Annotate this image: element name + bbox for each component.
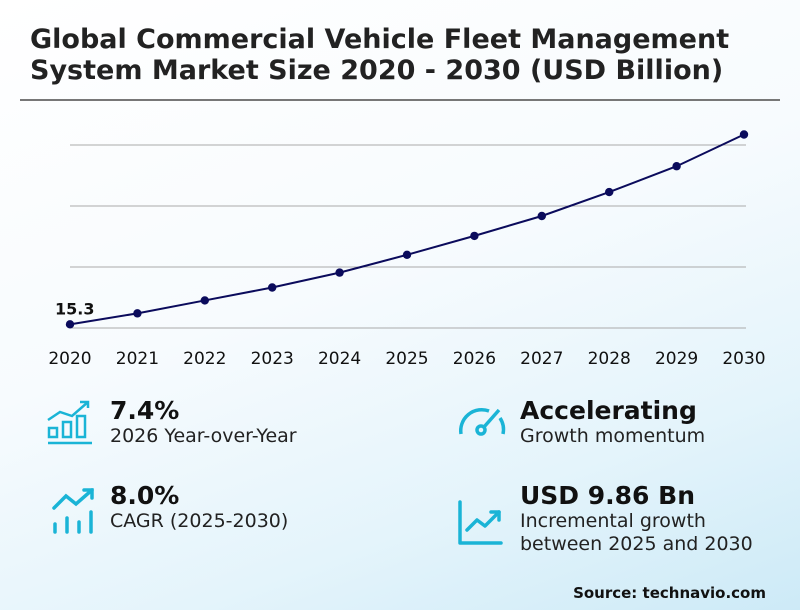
stat-value: 8.0% (110, 481, 180, 510)
data-point (537, 211, 546, 221)
data-point (605, 187, 614, 197)
x-tick-label: 2020 (48, 349, 91, 369)
data-point (402, 250, 412, 259)
stat-label: CAGR (2025-2030) (110, 510, 289, 532)
data-point (133, 309, 142, 318)
data-point (739, 130, 749, 139)
speedometer-icon (458, 407, 506, 436)
title-line-1: Global Commercial Vehicle Fleet Manageme… (30, 24, 730, 55)
x-tick-label: 2030 (722, 349, 765, 369)
x-tick-label: 2029 (655, 349, 698, 369)
data-point (470, 231, 479, 241)
line-chart-up-icon (458, 500, 503, 545)
bar-chart-growth-icon (47, 400, 92, 445)
stat-label: Growth momentum (520, 425, 706, 447)
x-tick-label: 2024 (318, 349, 361, 369)
x-tick-label: 2028 (588, 349, 631, 369)
stat-cagr: 8.0% CAGR (2025-2030) (110, 481, 288, 533)
stat-yoy: 7.4% 2026 Year-over-Year (110, 396, 297, 448)
x-tick-label: 2027 (520, 349, 563, 369)
data-point (672, 162, 681, 171)
stat-incremental: USD 9.86 Bn Incremental growth between 2… (520, 481, 753, 556)
chart-title: Global Commercial Vehicle Fleet Manageme… (30, 24, 729, 86)
stat-value: USD 9.86 Bn (520, 481, 695, 510)
title-line-2: System Market Size 2020 - 2030 (USD Bill… (30, 55, 724, 86)
trend-up-bars-icon (52, 488, 94, 534)
stat-label-line-2: between 2025 and 2030 (520, 533, 753, 555)
x-tick-label: 2022 (183, 349, 226, 369)
x-tick-label: 2026 (453, 349, 496, 369)
stat-label: 2026 Year-over-Year (110, 425, 297, 447)
x-tick-label: 2021 (116, 349, 159, 369)
line-chart: 2020 2021 2022 2023 2024 2025 2026 2027 2028 2029… (48, 130, 766, 369)
stat-value: Accelerating (520, 396, 697, 425)
title-divider (20, 99, 780, 101)
data-point (268, 283, 277, 292)
source-label: Source: technavio.com (573, 584, 766, 602)
series-line (69, 133, 745, 326)
x-tick-label: 2023 (251, 349, 294, 369)
data-point (335, 268, 344, 277)
x-tick-label: 2025 (385, 349, 428, 369)
data-point (200, 296, 209, 305)
stat-value: 7.4% (110, 396, 180, 425)
data-label: 15.3 (55, 299, 94, 318)
data-point (65, 320, 75, 329)
stat-label-line-1: Incremental growth (520, 510, 706, 532)
stat-momentum: Accelerating Growth momentum (520, 396, 705, 448)
